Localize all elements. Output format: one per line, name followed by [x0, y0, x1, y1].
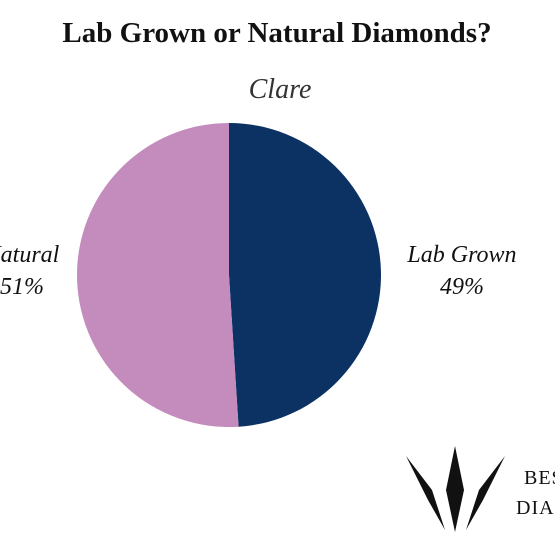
chart-title: Lab Grown or Natural Diamonds? — [62, 17, 491, 49]
slice-label: Natural — [0, 242, 60, 268]
slice-label: Lab Grown — [406, 242, 516, 268]
logo-mark — [406, 446, 505, 532]
pie-slice — [229, 123, 382, 427]
chart-subtitle: Clare — [249, 74, 312, 105]
logo-text: DIA — [516, 497, 555, 519]
value-label: 49% — [440, 274, 484, 300]
pie-slice — [77, 123, 239, 427]
value-label: 51% — [0, 274, 44, 300]
logo-text: BES — [524, 467, 555, 489]
